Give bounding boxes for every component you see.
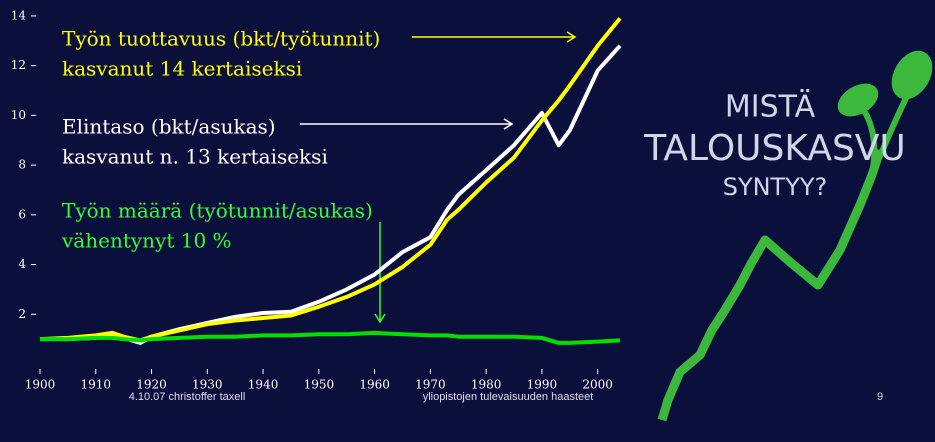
y-tick-label: 8 <box>18 158 26 172</box>
x-tick-label: 1960 <box>359 378 390 392</box>
page-number: 9 <box>877 391 883 403</box>
logo-line: TALOUSKASVU <box>643 128 906 169</box>
annotation: vähentynyt 10 % <box>61 229 232 253</box>
y-tick-label: 4 <box>18 257 26 271</box>
x-tick-label: 1990 <box>527 378 558 392</box>
y-tick-label: 10 <box>11 108 26 122</box>
annotation: kasvanut 14 kertaiseksi <box>62 57 302 81</box>
x-tick-label: 1900 <box>25 378 56 392</box>
sprout <box>657 50 933 422</box>
x-tick-label: 1980 <box>471 378 502 392</box>
annotation: kasvanut n. 13 kertaiseksi <box>62 145 328 169</box>
x-tick-label: 1920 <box>136 378 167 392</box>
logo-line: MISTÄ <box>725 89 816 125</box>
x-tick-label: 1950 <box>304 378 335 392</box>
series-line <box>40 330 621 345</box>
y-tick-label: 14 <box>11 8 27 22</box>
x-tick-label: 1910 <box>80 378 111 392</box>
x-tick-label: 2000 <box>582 378 613 392</box>
logo-line: SYNTYY? <box>723 173 828 201</box>
x-tick-label: 1930 <box>192 378 223 392</box>
annotation: Elintaso (bkt/asukas) <box>62 115 276 139</box>
x-tick-label: 1940 <box>248 378 279 392</box>
y-tick-label: 2 <box>18 307 26 321</box>
annotation: Työn tuottavuus (bkt/työtunnit) <box>62 27 380 51</box>
x-tick-label: 1970 <box>415 378 446 392</box>
annotation: Työn määrä (työtunnit/asukas) <box>62 199 373 223</box>
footer-author: 4.10.07 christoffer taxell <box>129 391 246 403</box>
y-tick-label: 12 <box>11 58 26 72</box>
y-tick-label: 6 <box>18 207 26 221</box>
footer-topic: yliopistojen tulevaisuuden haasteet <box>423 391 594 403</box>
